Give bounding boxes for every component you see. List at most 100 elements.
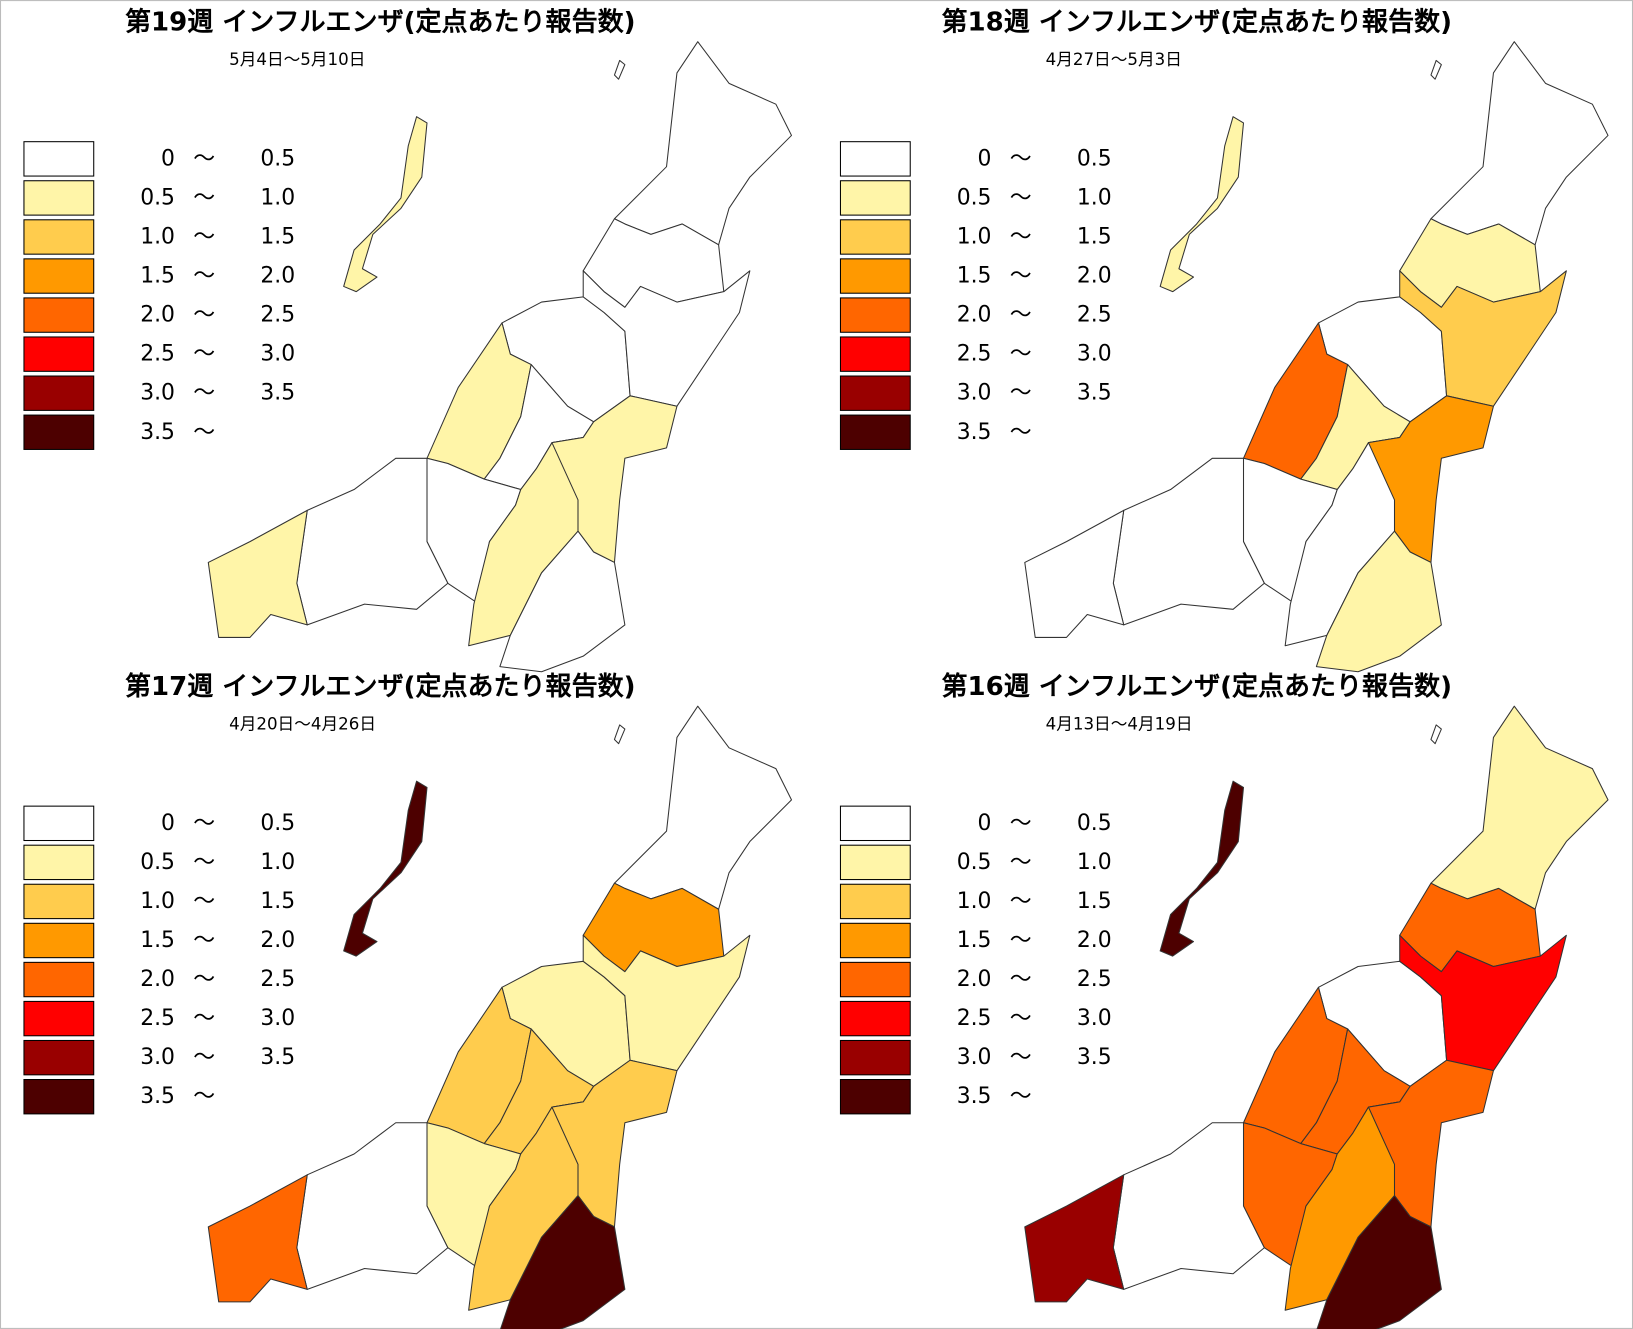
legend-swatch <box>23 219 95 255</box>
legend-separator: 〜 <box>1010 264 1032 289</box>
legend-separator: 〜 <box>1010 146 1032 171</box>
legend-swatch <box>839 805 911 842</box>
legend-from: 3.5 <box>957 420 992 445</box>
panel: 第19週 インフルエンザ(定点あたり報告数) 5月4日～5月10日 0 〜 0.5 0.5… <box>23 6 793 673</box>
region <box>207 1174 308 1303</box>
legend-separator: 〜 <box>1010 381 1032 406</box>
legend-swatch <box>839 1000 911 1037</box>
legend-from: 3.5 <box>957 1084 992 1109</box>
legend-separator: 〜 <box>1010 811 1032 836</box>
legend-to: 2.0 <box>1077 264 1112 289</box>
legend-to: 1.5 <box>1077 225 1112 250</box>
panel-title: 第18週 インフルエンザ(定点あたり報告数) <box>941 6 1452 37</box>
legend-swatch <box>839 258 911 294</box>
legend-from: 1.0 <box>140 889 175 914</box>
legend-swatch <box>839 141 911 177</box>
legend-swatch <box>23 141 95 177</box>
legend-swatch <box>23 180 95 216</box>
panel-title: 第16週 インフルエンザ(定点あたり報告数) <box>941 671 1452 702</box>
region <box>613 724 626 745</box>
legend-to: 3.5 <box>1077 381 1112 406</box>
legend-separator: 〜 <box>1010 1084 1032 1109</box>
legend-to: 2.5 <box>1077 967 1112 992</box>
region <box>1024 509 1125 638</box>
legend-separator: 〜 <box>193 1045 215 1070</box>
legend-separator: 〜 <box>1010 850 1032 875</box>
panel-title: 第19週 インフルエンザ(定点あたり報告数) <box>125 6 636 37</box>
legend-from: 1.0 <box>140 225 175 250</box>
region <box>1315 530 1442 673</box>
legend-from: 3.0 <box>957 381 992 406</box>
legend-swatch <box>23 414 95 450</box>
legend-to: 3.5 <box>260 381 295 406</box>
legend-from: 1.0 <box>957 225 992 250</box>
legend-swatch <box>839 844 911 881</box>
panel: 第18週 インフルエンザ(定点あたり報告数) 4月27日～5月3日 0 〜 0.5 0.5… <box>839 6 1609 673</box>
legend-swatch <box>23 844 95 881</box>
legend-from: 0 <box>161 146 175 171</box>
legend-to: 2.5 <box>260 967 295 992</box>
region <box>343 780 428 957</box>
legend-separator: 〜 <box>1010 967 1032 992</box>
legend-to: 0.5 <box>1077 146 1112 171</box>
legend-swatch <box>23 1000 95 1037</box>
panel: 第16週 インフルエンザ(定点あたり報告数) 4月13日～4月19日 0 〜 0.5 0.… <box>839 671 1609 1329</box>
legend-from: 2.0 <box>957 967 992 992</box>
region <box>1430 59 1442 80</box>
region <box>613 59 626 80</box>
legend-from: 1.5 <box>957 264 992 289</box>
region <box>499 530 626 673</box>
legend-to: 2.5 <box>1077 303 1112 328</box>
legend-from: 1.5 <box>140 928 175 953</box>
legend-to: 2.5 <box>260 303 295 328</box>
legend-from: 3.0 <box>140 1045 175 1070</box>
legend-to: 2.0 <box>260 928 295 953</box>
legend-separator: 〜 <box>1010 420 1032 445</box>
legend-from: 2.0 <box>140 967 175 992</box>
legend-separator: 〜 <box>1010 928 1032 953</box>
legend-from: 0 <box>978 811 992 836</box>
legend-from: 2.5 <box>957 342 992 367</box>
legend-separator: 〜 <box>193 811 215 836</box>
legend-swatch <box>23 805 95 842</box>
legend-to: 3.5 <box>260 1045 295 1070</box>
legend-swatch <box>23 258 95 294</box>
region <box>207 509 308 638</box>
legend-separator: 〜 <box>193 303 215 328</box>
legend-to: 1.5 <box>1077 889 1112 914</box>
legend-separator: 〜 <box>193 928 215 953</box>
legend-separator: 〜 <box>1010 1006 1032 1031</box>
legend-separator: 〜 <box>193 225 215 250</box>
legend-from: 1.5 <box>140 264 175 289</box>
region <box>582 270 751 407</box>
legend-to: 3.0 <box>260 342 295 367</box>
legend-swatch <box>839 219 911 255</box>
legend-to: 2.0 <box>260 264 295 289</box>
legend-from: 1.5 <box>957 928 992 953</box>
legend-from: 0 <box>161 811 175 836</box>
legend-swatch <box>839 1039 911 1076</box>
region <box>1024 1174 1125 1303</box>
panel: 第17週 インフルエンザ(定点あたり報告数) 4月20日～4月26日 0 〜 0.5 0.… <box>23 671 793 1329</box>
legend-to: 1.5 <box>260 889 295 914</box>
legend-separator: 〜 <box>193 264 215 289</box>
legend-to: 3.0 <box>1077 342 1112 367</box>
legend-to: 1.0 <box>1077 850 1112 875</box>
legend-separator: 〜 <box>193 889 215 914</box>
legend-swatch <box>23 922 95 959</box>
legend-to: 1.5 <box>260 225 295 250</box>
legend-swatch <box>839 336 911 372</box>
legend-from: 0.5 <box>957 850 992 875</box>
panel-subtitle: 4月13日～4月19日 <box>1046 714 1193 733</box>
legend-swatch <box>23 1078 95 1115</box>
legend-separator: 〜 <box>1010 185 1032 210</box>
legend-from: 2.5 <box>140 342 175 367</box>
legend-to: 3.0 <box>1077 1006 1112 1031</box>
region <box>1316 1195 1442 1329</box>
panel-subtitle: 4月27日～5月3日 <box>1046 50 1182 69</box>
legend-to: 0.5 <box>260 811 295 836</box>
legend-swatch <box>23 297 95 333</box>
legend-swatch <box>839 922 911 959</box>
legend-separator: 〜 <box>1010 1045 1032 1070</box>
